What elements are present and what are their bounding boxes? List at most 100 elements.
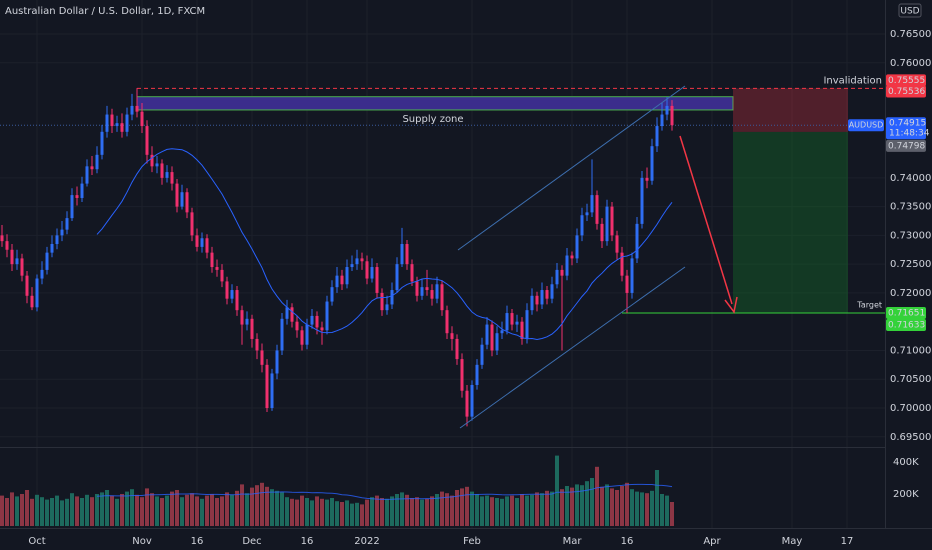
- candle-body: [105, 114, 109, 132]
- volume-bar: [125, 491, 129, 526]
- candle-body: [630, 258, 634, 293]
- volume-bar: [90, 497, 94, 526]
- volume-bar: [95, 494, 99, 526]
- candle-body: [165, 172, 169, 178]
- y-tick-label: 0.69500: [890, 432, 931, 443]
- volume-bar: [560, 489, 564, 526]
- candle-body: [170, 172, 174, 184]
- candle-body: [145, 126, 149, 155]
- axis: 0.76500 0.76000 0.74000 0.73500 0.73000 0.725…: [28, 29, 931, 547]
- x-tick-label: Nov: [132, 536, 152, 547]
- candle-body: [665, 105, 669, 115]
- candle-body: [320, 327, 324, 331]
- volume-bar: [635, 491, 639, 526]
- y-tick-label: 0.70500: [890, 374, 931, 385]
- candle-body: [310, 315, 314, 325]
- price-badge-label: 0.75536: [888, 87, 925, 97]
- candle-body: [135, 105, 139, 112]
- candle-body: [590, 195, 594, 213]
- x-tick-label: Mar: [563, 536, 583, 547]
- volume-bar: [570, 487, 574, 526]
- volume-bar: [305, 498, 309, 526]
- candle-body: [350, 264, 354, 268]
- volume-bar: [620, 486, 624, 526]
- price-badge: [886, 139, 926, 152]
- y-tick-label: 0.71000: [890, 345, 931, 356]
- candle-body: [50, 244, 54, 253]
- volume-bar: [400, 492, 404, 526]
- candle-body: [190, 212, 194, 236]
- volume-bar: [50, 498, 54, 526]
- volume-bar: [350, 503, 354, 526]
- candle-body: [220, 269, 224, 282]
- overlay-front: [457, 85, 738, 429]
- candle-body: [580, 215, 584, 236]
- volume-bar: [240, 484, 244, 526]
- volume-bar: [665, 495, 669, 526]
- candle-body: [375, 267, 379, 293]
- volume-bar: [410, 498, 414, 526]
- target-zone: [733, 131, 848, 313]
- candle-body: [155, 163, 159, 167]
- candle-body: [120, 123, 124, 132]
- candle-body: [115, 123, 119, 127]
- candle-body: [130, 105, 134, 115]
- volume-bar: [480, 496, 484, 526]
- volume-bar: [500, 498, 504, 526]
- candle-body: [565, 255, 569, 276]
- volume-bar: [45, 499, 49, 526]
- candle-body: [175, 183, 179, 207]
- candle-body: [640, 177, 644, 224]
- candle-body: [30, 295, 34, 308]
- volume-bar: [130, 489, 134, 526]
- supply-zone-label: Supply zone: [402, 114, 463, 125]
- x-tick-label: Oct: [28, 536, 45, 547]
- candle-body: [215, 267, 219, 270]
- candle-body: [360, 258, 364, 262]
- candle-body: [240, 310, 244, 325]
- price-badge-label: 0.74798: [888, 141, 925, 151]
- candle-body: [260, 350, 264, 365]
- candle-body: [330, 287, 334, 302]
- volume-bar: [35, 494, 39, 526]
- volume-bar: [470, 491, 474, 526]
- volume-bar: [85, 494, 89, 526]
- volume-bar: [75, 496, 79, 526]
- candle-body: [65, 218, 69, 230]
- volume-bar: [600, 486, 604, 526]
- volume-bar: [280, 492, 284, 526]
- candle-body: [410, 264, 414, 282]
- candle-body: [80, 183, 84, 198]
- y-tick-label: 0.70000: [890, 403, 931, 414]
- volume-bar: [160, 498, 164, 526]
- target-label: Target: [856, 300, 882, 309]
- price-badge: [886, 85, 926, 98]
- candle-body: [635, 223, 639, 259]
- volume-bar: [190, 493, 194, 526]
- candle-body: [485, 324, 489, 345]
- volume-bar: [255, 485, 259, 526]
- volume-bar: [195, 496, 199, 526]
- candle-body: [455, 338, 459, 360]
- volume-bar: [395, 494, 399, 526]
- channel-lower: [459, 266, 686, 429]
- candle-body: [405, 244, 409, 265]
- volume-bar: [310, 500, 314, 526]
- candle-body: [450, 333, 454, 339]
- volume-bar: [110, 495, 114, 526]
- volume-bar: [535, 492, 539, 526]
- volume-bar: [580, 485, 584, 526]
- candle-body: [395, 264, 399, 291]
- volume-bar: [430, 496, 434, 526]
- candle-body: [615, 235, 619, 253]
- candle-body: [575, 235, 579, 259]
- candle-body: [505, 313, 509, 331]
- candle-body: [275, 350, 279, 374]
- y-tick-label: 0.76000: [890, 58, 931, 69]
- candle-body: [270, 373, 274, 408]
- candle-body: [265, 364, 269, 408]
- volume-bar: [115, 498, 119, 526]
- volume-bar: [555, 455, 559, 526]
- candle-body: [15, 258, 19, 265]
- y-tick-label: 0.74000: [890, 173, 931, 184]
